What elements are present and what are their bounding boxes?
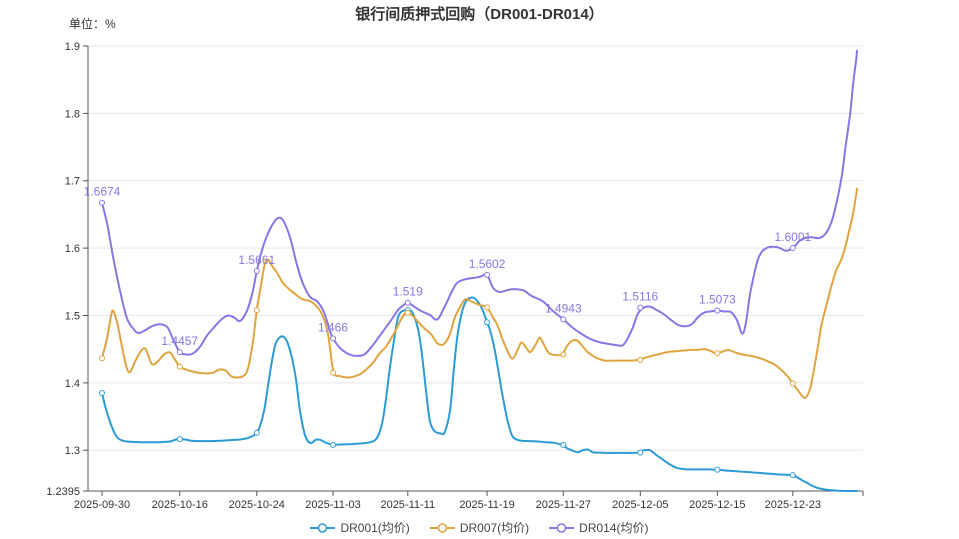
series-line-dr007	[101, 187, 858, 400]
data-point-marker-dr014	[176, 349, 183, 356]
x-axis-tick-label: 2025-11-03	[305, 499, 360, 511]
data-point-marker-dr001	[789, 472, 796, 479]
data-point-marker-dr007	[176, 363, 183, 370]
data-point-marker-dr001	[637, 449, 644, 456]
data-point-marker-dr014	[637, 304, 644, 311]
y-axis-tick-label: 1.5	[65, 310, 80, 322]
x-axis-tick-label: 2025-12-05	[612, 499, 668, 511]
data-point-marker-dr007	[560, 351, 567, 358]
data-point-marker-dr001	[560, 441, 567, 448]
series-line-dr014	[101, 49, 858, 357]
legend-item-dr014[interactable]: DR014(均价)	[549, 519, 649, 536]
x-axis-tick-label: 2025-11-19	[459, 499, 514, 511]
series-dr007	[99, 187, 858, 400]
data-point-marker-dr014	[253, 267, 260, 274]
legend-item-dr001[interactable]: DR001(均价)	[310, 519, 410, 536]
y-axis-tick-label: 1.9	[65, 41, 80, 53]
data-label-dr014: 1.466	[318, 320, 348, 334]
legend-label-dr001: DR001(均价)	[340, 521, 410, 535]
data-point-marker-dr007	[404, 309, 411, 316]
x-axis-tick-label: 2025-10-24	[229, 499, 285, 511]
y-axis-tick-label: 1.8	[65, 108, 80, 120]
data-point-marker-dr007	[637, 356, 644, 363]
data-point-marker-dr001	[253, 429, 260, 436]
data-point-marker-dr014	[484, 271, 491, 278]
chart-legend: DR001(均价) DR007(均价) DR014(均价)	[0, 519, 959, 536]
data-point-marker-dr007	[789, 380, 796, 387]
y-axis-tick-label: 1.4	[65, 378, 80, 390]
legend-label-dr014: DR014(均价)	[579, 521, 649, 535]
series-dr014: 1.6674 1.4457 1.5661 1.466 1.519 1.5602 1.4943…	[84, 49, 858, 357]
data-label-dr014: 1.6674	[84, 185, 121, 199]
x-axis-tick-label: 2025-11-11	[380, 499, 435, 511]
data-point-marker-dr007	[253, 307, 260, 314]
data-point-marker-dr014	[560, 316, 567, 323]
legend-item-dr007[interactable]: DR007(均价)	[429, 519, 530, 536]
x-axis-labels: 2025-09-30 2025-10-16 2025-10-24 2025-11-03…	[74, 491, 864, 511]
series-dr001	[99, 296, 858, 493]
data-point-marker-dr007	[330, 369, 337, 376]
x-axis-tick-label: 2025-12-15	[689, 499, 745, 511]
y-axis-tick-label: 1.6	[65, 243, 80, 255]
data-point-marker-dr001	[330, 441, 337, 448]
data-point-marker-dr007	[484, 304, 491, 311]
data-point-marker-dr014	[714, 307, 721, 314]
legend-label-dr007: DR007(均价)	[459, 521, 530, 535]
y-axis-tick-label: 1.2395	[46, 486, 80, 498]
data-label-dr014: 1.5602	[469, 257, 506, 271]
data-point-marker-dr014	[99, 199, 105, 206]
line-marker-icon	[549, 522, 575, 533]
line-marker-icon	[310, 522, 336, 533]
data-label-dr014: 1.5073	[699, 293, 736, 307]
data-label-dr014: 1.6001	[774, 230, 811, 244]
data-label-dr014: 1.4943	[545, 301, 582, 315]
line-marker-icon	[429, 522, 455, 533]
data-label-dr014: 1.5116	[622, 290, 658, 304]
chart-title: 银行间质押式回购（DR001-DR014）	[355, 6, 604, 23]
data-point-marker-dr014	[330, 335, 337, 342]
data-label-dr014: 1.4457	[161, 334, 198, 348]
x-axis-tick-label: 2025-09-30	[74, 499, 130, 511]
x-axis-tick-label: 2025-11-27	[536, 499, 591, 511]
y-axis-tick-label: 1.7	[65, 176, 80, 188]
gridlines	[88, 45, 863, 451]
data-point-marker-dr014	[404, 299, 411, 306]
x-axis-tick-label: 2025-12-23	[765, 499, 821, 511]
data-point-marker-dr001	[714, 466, 721, 473]
x-axis-tick-label: 2025-10-16	[152, 499, 208, 511]
y-axis-unit-label: 单位：%	[69, 17, 116, 31]
data-point-marker-dr001	[99, 389, 105, 396]
data-point-marker-dr014	[789, 245, 796, 252]
data-point-marker-dr007	[99, 355, 105, 362]
data-point-marker-dr001	[484, 319, 491, 326]
y-axis-labels: 1.9 1.8 1.7 1.6 1.5 1.4 1.3 1.2395	[46, 41, 88, 498]
data-label-dr014: 1.5661	[238, 253, 275, 267]
data-label-dr014: 1.519	[393, 285, 423, 299]
data-point-marker-dr007	[714, 350, 721, 357]
data-point-marker-dr001	[176, 436, 183, 443]
y-axis-tick-label: 1.3	[65, 445, 80, 457]
axes	[87, 46, 863, 492]
